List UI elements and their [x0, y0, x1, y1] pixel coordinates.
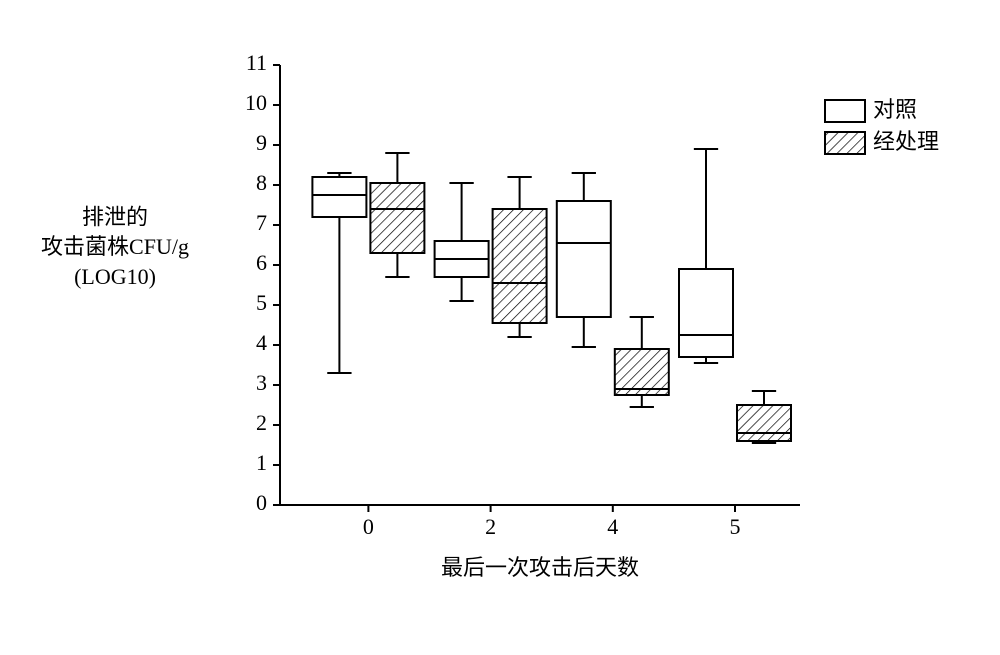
box-treated — [615, 317, 669, 407]
y-tick-label: 3 — [256, 370, 267, 395]
box-control — [557, 173, 611, 347]
x-tick-label: 5 — [730, 514, 741, 539]
y-axis-label: 排泄的攻击菌株CFU/g(LOG10) — [41, 205, 189, 289]
x-axis-label: 最后一次攻击后天数 — [441, 555, 639, 580]
y-tick-label: 10 — [245, 90, 267, 115]
y-tick-label: 4 — [256, 330, 267, 355]
x-tick-label: 0 — [363, 514, 374, 539]
box-control — [679, 149, 733, 363]
y-tick-label: 7 — [256, 210, 267, 235]
y-tick-label: 8 — [256, 170, 267, 195]
y-tick-label: 2 — [256, 410, 267, 435]
y-tick-label: 11 — [246, 50, 267, 75]
legend-swatch — [825, 100, 865, 122]
legend-swatch — [825, 132, 865, 154]
x-tick-label: 4 — [607, 514, 618, 539]
box-control — [312, 173, 366, 373]
y-tick-label: 1 — [256, 450, 267, 475]
box-treated — [493, 177, 547, 337]
y-tick-label: 5 — [256, 290, 267, 315]
y-tick-label: 6 — [256, 250, 267, 275]
box-treated — [737, 391, 791, 443]
legend-label: 经处理 — [873, 129, 939, 154]
legend-label: 对照 — [873, 97, 917, 122]
boxplot-chart: 0 1 2 3 4 5 6 7 8 9 10 11 排泄的攻击菌株CFU/g(LOG10) 0 2 4 5 最后一… — [0, 0, 1000, 650]
x-tick-label: 2 — [485, 514, 496, 539]
y-tick-label: 0 — [256, 490, 267, 515]
box-control — [435, 183, 489, 301]
box-treated — [370, 153, 424, 277]
y-tick-label: 9 — [256, 130, 267, 155]
